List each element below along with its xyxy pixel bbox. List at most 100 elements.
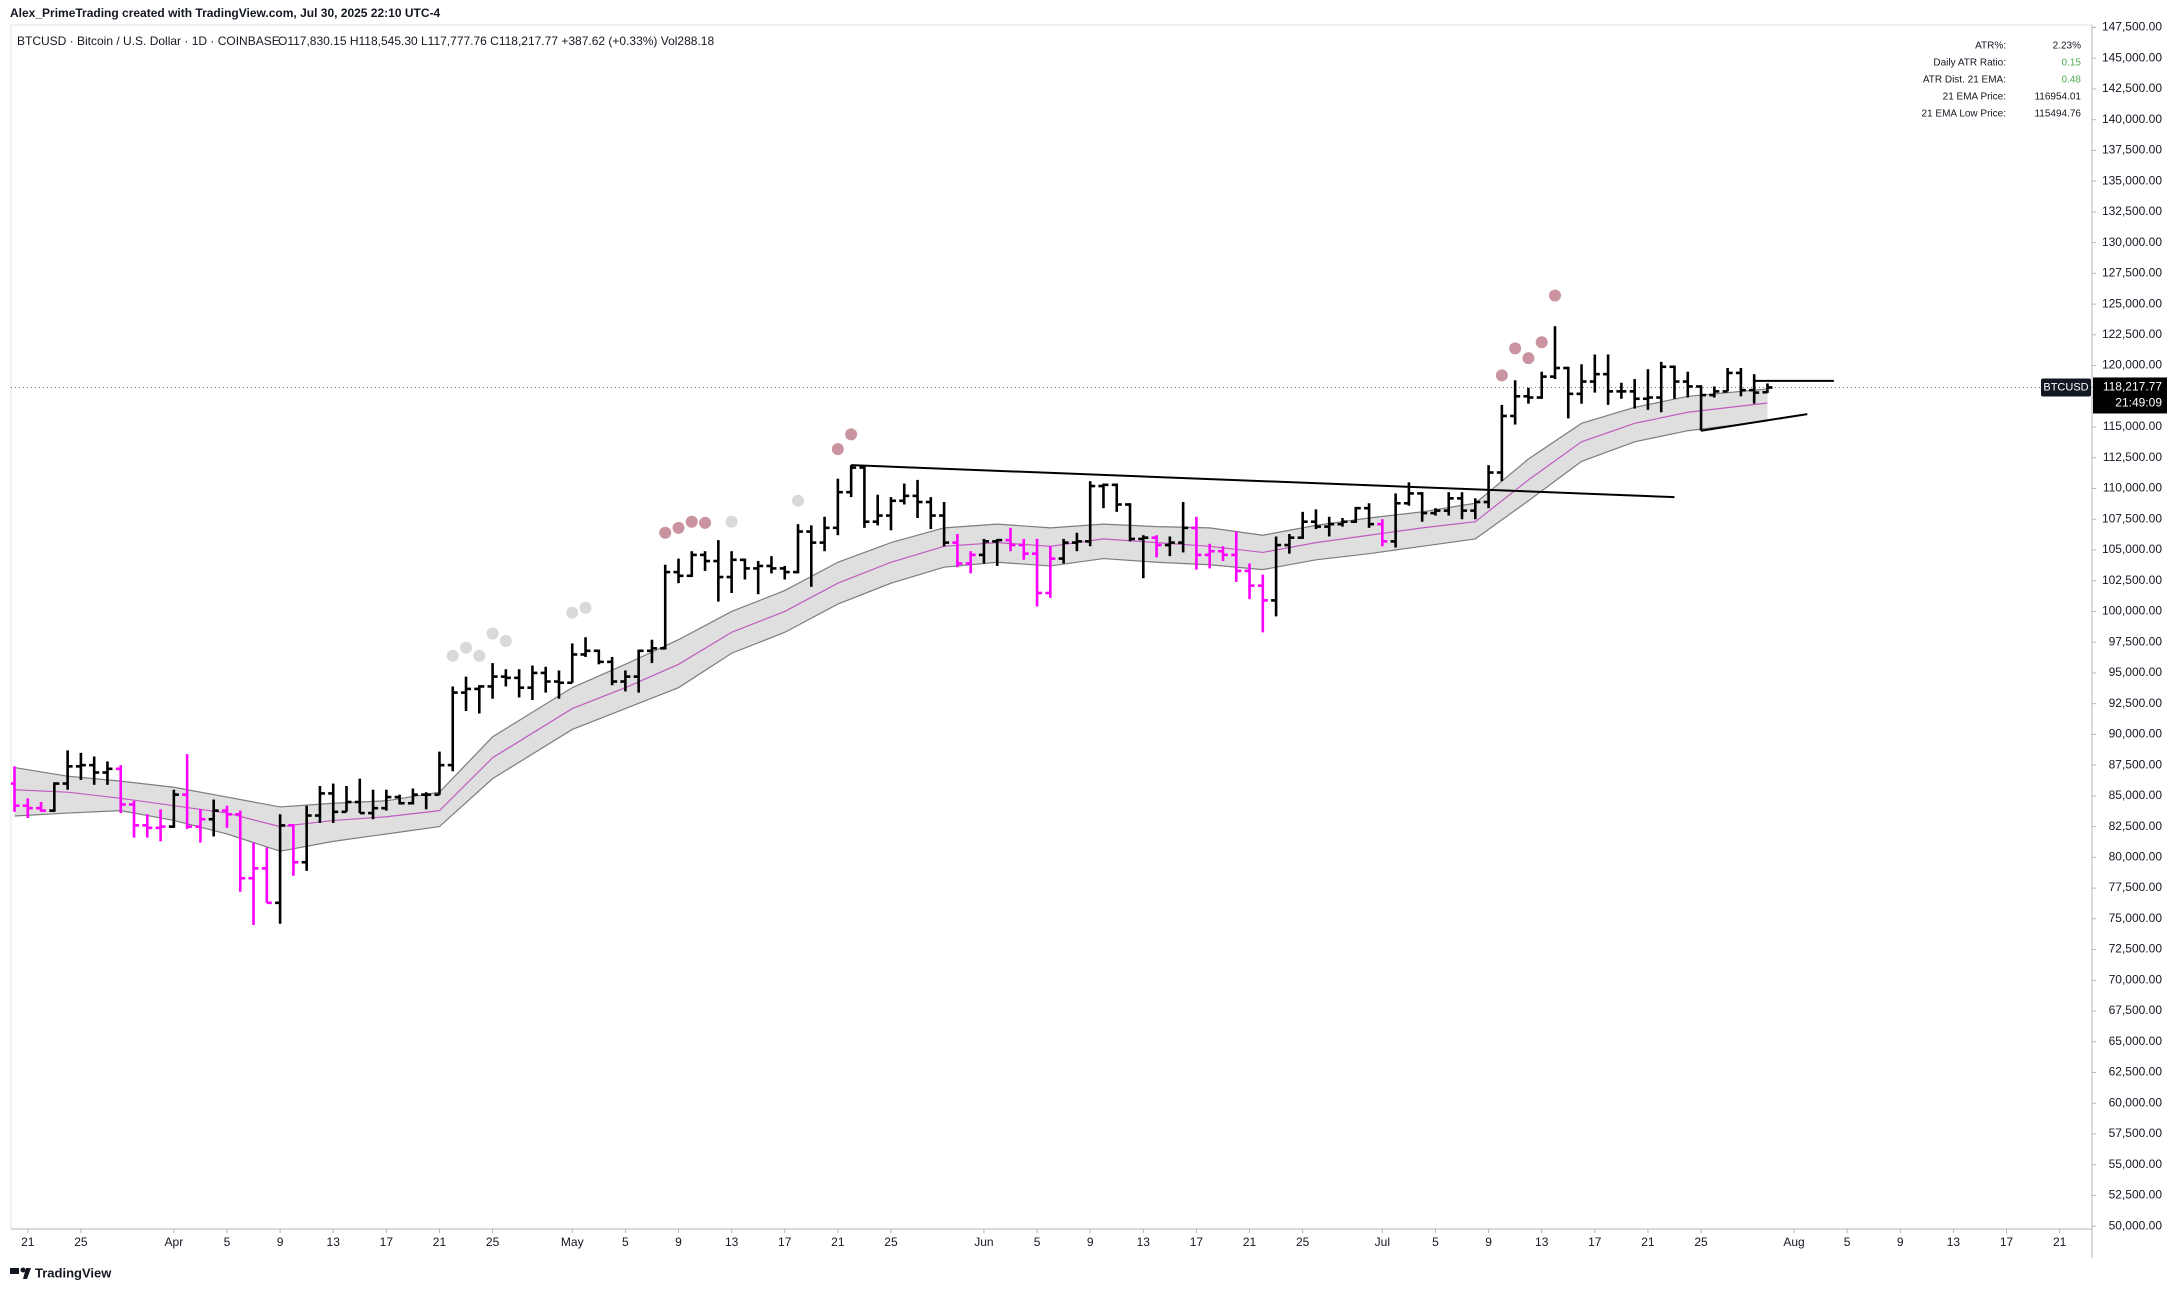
y-tick-label: 75,000.00 [2109,911,2163,925]
signal-dot [579,601,592,614]
ohlc-bar [155,809,166,842]
x-tick-label: Jun [974,1235,993,1249]
ohlc-bar [75,752,86,780]
x-tick-label: 9 [277,1235,284,1249]
ohlc-bar [1085,481,1096,547]
ohlc-bar [872,494,883,526]
x-tick-label: 5 [1844,1235,1851,1249]
signal-dot [725,515,738,528]
ohlc-bar [1058,538,1069,564]
ohlc-bar [1603,354,1614,405]
signal-dot [1509,342,1522,355]
ohlc-bar [447,686,458,772]
stat-value: 0.15 [2062,58,2082,69]
ohlc-bar [992,538,1003,566]
ohlc-bar [1483,465,1494,509]
ohlc-bar [925,497,936,530]
ohlc-bar [461,676,472,712]
ohlc-bar [11,766,20,812]
ohlc-bar [1696,385,1707,431]
ohlc-bar [952,533,963,568]
ohlc-bar [1682,371,1693,398]
ohlc-bar [314,786,325,823]
x-tick-label: 21 [433,1235,447,1249]
x-tick-label: Jul [1375,1235,1390,1249]
x-tick-label: 25 [74,1235,88,1249]
ohlc-bar [248,842,259,925]
band-fill [14,388,1768,852]
signal-dot [845,428,858,441]
ohlc-bar [739,558,750,580]
signal-dot [486,627,499,640]
ohlc-bar [142,814,153,838]
signal-dot [699,516,712,529]
x-tick-label: 5 [1432,1235,1439,1249]
ohlc-bar [965,551,976,574]
ohlc-bar [607,656,618,686]
y-tick-label: 90,000.00 [2109,727,2163,741]
ohlc-bar [1417,492,1428,522]
ohlc-bar [1005,527,1016,552]
signal-dot [499,634,512,647]
signal-dot [473,649,486,662]
trend-line [1700,413,1808,432]
x-tick-label: 9 [1485,1235,1492,1249]
ohlc-bar [288,824,299,876]
ohlc-bar [726,551,737,594]
ohlc-bar [580,637,591,657]
x-tick-label: Apr [165,1235,184,1249]
ohlc-bar [540,666,551,693]
ohlc-bar [1337,518,1348,527]
y-tick-label: 60,000.00 [2109,1095,2163,1109]
ohlc-bar [115,765,126,814]
ohlc-bar [1032,538,1043,607]
header: Alex_PrimeTrading created with TradingVi… [10,6,440,20]
y-tick-label: 140,000.00 [2102,112,2162,126]
ohlc-bar [1018,538,1029,560]
ema-line [14,402,1768,828]
ohlc-bar [646,639,657,664]
ohlc-bar [673,558,684,584]
ohlc-bar [1642,369,1653,410]
ohlc-bar [1496,404,1507,482]
ohlc-bar [846,465,857,498]
ohlc-bar [1324,516,1335,537]
ohlc-bar [660,564,671,650]
ohlc-bar [487,663,498,699]
x-tick-label: May [561,1235,584,1249]
x-tick-label: 25 [486,1235,500,1249]
x-tick-label: 9 [1087,1235,1094,1249]
ohlc-bar [235,810,246,892]
ohlc-bar [1244,563,1255,600]
ohlc-bar [939,502,950,547]
ohlc-bar [1576,364,1587,404]
stat-value: 2.23% [2053,41,2081,52]
ohlc-bar [102,761,113,785]
countdown: 21:49:09 [2115,396,2162,410]
plot [11,289,2092,925]
band-upper [14,388,1768,808]
x-tick-label: 9 [675,1235,682,1249]
price-tag: 118,217.77 [2103,380,2162,394]
ohlc-bar [1151,535,1162,558]
signal-dot [460,641,473,654]
ohlc-bar [514,669,525,698]
footer-logo [10,1267,31,1279]
ohlc-bar [1271,536,1282,617]
ohlc-bar [766,556,777,574]
x-tick-label: 5 [224,1235,231,1249]
ohlc-bar [912,479,923,519]
ohlc-bar [819,516,830,552]
ohlc-bar [633,649,644,693]
ohlc-bar [1257,574,1268,633]
signal-dot [792,494,805,507]
ohlc-bar [1403,482,1414,506]
x-tick-label: 25 [1694,1235,1708,1249]
ohlc-bar [208,799,219,837]
y-tick-label: 137,500.00 [2102,143,2162,157]
symbol-tag: BTCUSD [2043,381,2088,393]
ohlc-bar [62,750,73,790]
y-tick-label: 130,000.00 [2102,235,2162,249]
y-tick-label: 100,000.00 [2102,604,2162,618]
ohlc-bar [129,800,140,838]
